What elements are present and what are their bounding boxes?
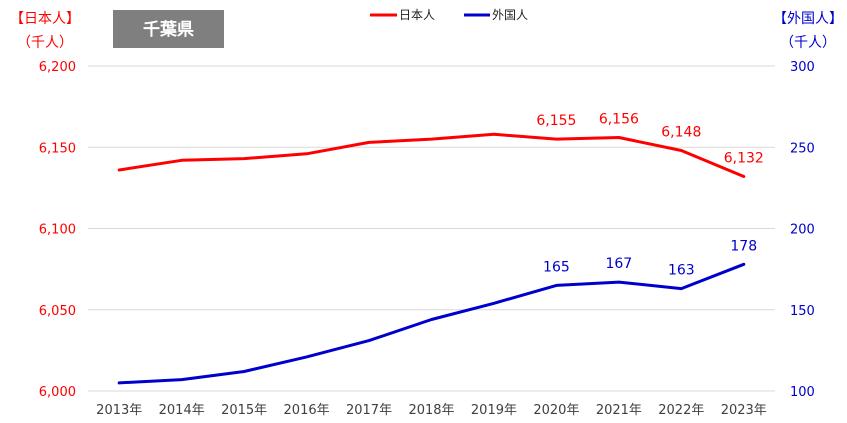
chart-title-background [113, 10, 224, 48]
data-label: 6,148 [661, 125, 701, 141]
legend-label-japanese: 日本人 [399, 8, 435, 22]
x-tick-label: 2014年 [159, 403, 205, 418]
x-tick-label: 2020年 [533, 403, 579, 418]
y-right-ticks: 100 150 200 250 300 [790, 60, 815, 400]
data-labels: 6,155 6,156 6,148 6,132 165 167 163 178 [536, 112, 763, 279]
y-left-tick-label: 6,000 [39, 385, 76, 400]
chart-title: 千葉県 [143, 19, 194, 40]
chart-title-box: 千葉県 [113, 10, 224, 48]
y-left-tick-label: 6,150 [39, 141, 76, 156]
x-tick-label: 2021年 [596, 403, 642, 418]
data-label: 167 [605, 256, 632, 272]
data-label: 6,132 [724, 151, 764, 167]
x-tick-label: 2016年 [284, 403, 330, 418]
data-label: 6,156 [599, 112, 639, 128]
legend-item-japanese: 日本人 [370, 8, 435, 22]
series-lines [117, 132, 746, 385]
legend: 日本人 外国人 [370, 8, 528, 22]
y-left-tick-label: 6,050 [39, 304, 76, 319]
series-line-japanese [117, 132, 746, 178]
y-right-tick-label: 250 [790, 141, 815, 156]
legend-item-foreign: 外国人 [464, 8, 528, 22]
x-tick-label: 2013年 [96, 403, 142, 418]
data-label: 165 [543, 259, 570, 275]
x-ticks: 2013年 2014年 2015年 2016年 2017年 2018年 2019年 2020年… [96, 403, 767, 418]
left-axis-label: 【日本人】 [10, 11, 80, 27]
y-left-tick-label: 6,200 [39, 60, 76, 75]
x-tick-label: 2015年 [221, 403, 267, 418]
data-label: 163 [668, 263, 695, 279]
left-axis-title: 【日本人】 （千人） [10, 11, 80, 51]
data-label: 6,155 [536, 113, 576, 129]
x-tick-label: 2022年 [658, 403, 704, 418]
legend-label-foreign: 外国人 [492, 8, 528, 22]
data-label: 178 [730, 238, 757, 254]
grid [88, 65, 775, 392]
x-tick-label: 2019年 [471, 403, 517, 418]
right-axis-unit: （千人） [780, 35, 836, 51]
left-axis-unit: （千人） [17, 35, 73, 51]
y-right-tick-label: 100 [790, 385, 815, 400]
y-right-tick-label: 300 [790, 60, 815, 75]
series-line-foreign [117, 262, 746, 385]
right-axis-title: 【外国人】 （千人） [773, 11, 843, 51]
right-axis-label: 【外国人】 [773, 11, 843, 27]
y-right-tick-label: 150 [790, 304, 815, 319]
y-left-ticks: 6,000 6,050 6,100 6,150 6,200 [39, 60, 76, 400]
y-right-tick-label: 200 [790, 223, 815, 238]
x-tick-label: 2018年 [408, 403, 454, 418]
x-tick-label: 2017年 [346, 403, 392, 418]
x-tick-label: 2023年 [721, 403, 767, 418]
y-left-tick-label: 6,100 [39, 223, 76, 238]
